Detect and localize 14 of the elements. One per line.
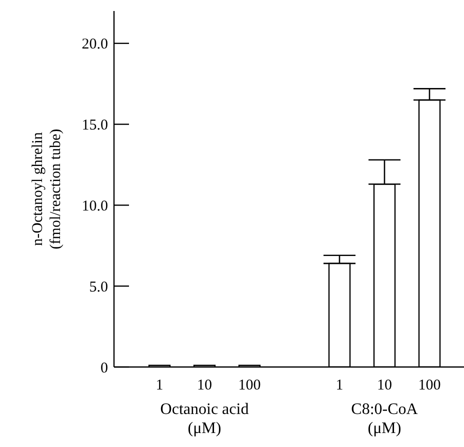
y-tick-label: 10.0 xyxy=(82,198,108,214)
y-axis-title: n-Octanoyl ghrelin (fmol/reaction tube) xyxy=(30,128,64,250)
y-tick-label: 20.0 xyxy=(82,36,108,53)
x-tick-label: 10 xyxy=(377,378,392,394)
y-tick-label: 0 xyxy=(100,360,108,376)
x-tick-label: 100 xyxy=(238,378,261,394)
x-tick-label: 100 xyxy=(418,378,441,394)
y-tick-label: 15.0 xyxy=(82,118,108,134)
text: C8:0-CoA (μM) xyxy=(350,400,419,438)
x-tick-label: 1 xyxy=(156,378,164,394)
x-tick-label: 1 xyxy=(336,378,344,394)
text: Octanoic acid (μM) xyxy=(159,400,250,438)
x-tick-label: 10 xyxy=(197,378,212,394)
y-tick-label: 5.0 xyxy=(89,279,108,296)
